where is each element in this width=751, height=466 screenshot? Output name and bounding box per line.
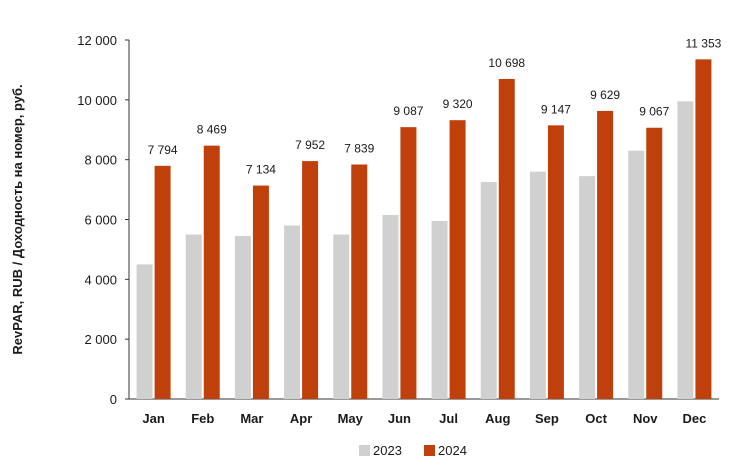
data-label-2024-jan: 7 794 <box>148 143 178 157</box>
data-label-2024-sep: 9 147 <box>541 102 571 116</box>
bar-2023-mar <box>234 235 251 399</box>
x-category-label: Mar <box>240 411 263 426</box>
bar-2023-nov <box>628 150 645 399</box>
bar-2023-feb <box>185 234 202 399</box>
legend-swatch-2023 <box>359 445 370 456</box>
data-label-2024-apr: 7 952 <box>295 138 325 152</box>
x-category-label: Jul <box>439 411 458 426</box>
bar-2023-dec <box>677 101 694 400</box>
y-tick-label: 6 000 <box>84 213 117 228</box>
bar-2024-apr <box>302 161 319 399</box>
y-tick-label: 8 000 <box>84 153 117 168</box>
series-2024-bars <box>154 59 712 400</box>
series-2023-bars <box>136 101 694 400</box>
bar-2023-jun <box>382 215 399 399</box>
x-category-label: Jun <box>388 411 411 426</box>
x-category-label: Dec <box>682 411 706 426</box>
x-category-label: Nov <box>633 411 658 426</box>
x-category-label: Jan <box>142 411 164 426</box>
data-label-2024-jun: 9 087 <box>393 104 423 118</box>
bar-2023-jan <box>136 264 153 399</box>
data-labels: 7 794 8 469 7 134 7 952 7 839 9 087 9 320 10 69… <box>148 36 722 176</box>
bar-2024-may <box>351 164 368 399</box>
bar-2023-jul <box>431 220 448 399</box>
legend-swatch-2024 <box>424 445 435 456</box>
bar-2024-jan <box>154 165 171 399</box>
bar-2024-jul <box>449 120 466 399</box>
y-tick-label: 4 000 <box>84 272 117 287</box>
y-tick-label: 2 000 <box>84 332 117 347</box>
legend: 2023 2024 <box>359 443 467 458</box>
x-category-label: Aug <box>485 411 510 426</box>
y-tick-label: 10 000 <box>77 93 117 108</box>
y-tick-label: 12 000 <box>77 33 117 48</box>
x-category-label: May <box>338 411 364 426</box>
legend-label-2024: 2024 <box>438 443 467 458</box>
data-label-2024-dec: 11 353 <box>686 36 722 50</box>
bar-2024-oct <box>597 110 614 399</box>
bar-2024-jun <box>400 127 417 399</box>
axes: 0 2 000 4 000 6 000 8 000 10 000 12 000 <box>77 33 719 407</box>
x-category-label: Oct <box>585 411 607 426</box>
x-category-label: Sep <box>535 411 559 426</box>
data-label-2024-jul: 9 320 <box>443 97 473 111</box>
y-axis-title: RevPAR, RUB / Доходность на номер, руб. <box>10 84 25 354</box>
y-axis-title-group: RevPAR, RUB / Доходность на номер, руб. <box>10 84 25 354</box>
bar-2023-aug <box>480 182 497 399</box>
bar-2023-oct <box>579 176 596 399</box>
data-label-2024-oct: 9 629 <box>590 88 620 102</box>
bar-2023-sep <box>529 171 546 399</box>
y-tick-label: 0 <box>110 392 117 407</box>
data-label-2024-feb: 8 469 <box>197 123 227 137</box>
bar-2024-mar <box>252 185 269 399</box>
data-label-2024-nov: 9 067 <box>639 105 669 119</box>
bar-2024-sep <box>547 125 564 400</box>
bar-2024-nov <box>646 127 663 400</box>
x-category-label: Feb <box>191 411 214 426</box>
data-label-2024-may: 7 839 <box>344 141 374 155</box>
category-labels: Jan Feb Mar Apr May Jun Jul Aug Sep Oct Nov Dec <box>142 411 706 426</box>
bar-2024-aug <box>498 78 515 399</box>
bar-2024-feb <box>203 145 220 399</box>
bar-2024-dec <box>695 59 712 400</box>
legend-label-2023: 2023 <box>373 443 402 458</box>
data-label-2024-aug: 10 698 <box>488 56 525 70</box>
bar-2023-may <box>333 234 350 399</box>
x-category-label: Apr <box>290 411 312 426</box>
data-label-2024-mar: 7 134 <box>246 163 276 177</box>
bar-2023-apr <box>284 225 301 399</box>
